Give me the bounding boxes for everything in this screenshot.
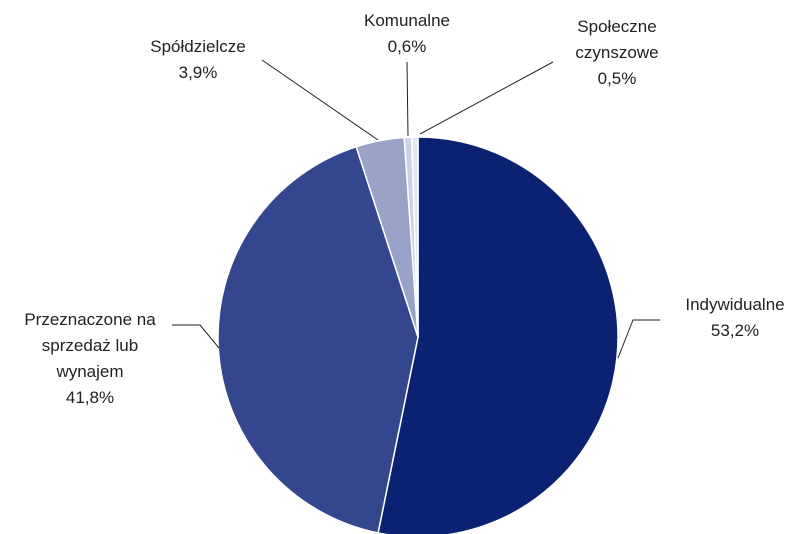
- slice-label: Komunalne 0,6%: [347, 8, 467, 60]
- category-label: Indywidualne: [685, 295, 785, 314]
- slice-label: Spółdzielcze 3,9%: [128, 34, 268, 86]
- category-label: Przeznaczone na sprzedaż lub wynajem: [24, 310, 156, 381]
- value-label: 0,5%: [597, 69, 637, 88]
- value-label: 3,9%: [178, 63, 218, 82]
- pie-slice: [410, 136, 419, 338]
- leader-line: [172, 324, 220, 349]
- category-label: Społeczne czynszowe: [575, 17, 659, 62]
- value-label: 53,2%: [710, 321, 760, 340]
- leader-line: [261, 59, 379, 141]
- value-label: 41,8%: [65, 388, 115, 407]
- value-label: 0,6%: [387, 37, 427, 56]
- category-label: Spółdzielcze: [150, 37, 246, 56]
- pie-slice: [377, 136, 619, 534]
- slice-label: Indywidualne 53,2%: [665, 292, 805, 344]
- slice-label: Społeczne czynszowe 0,5%: [567, 14, 667, 92]
- pie-slice: [217, 145, 419, 534]
- leader-line: [617, 319, 660, 359]
- slice-label: Przeznaczone na sprzedaż lub wynajem 41,8…: [13, 307, 168, 411]
- leader-line: [419, 61, 554, 135]
- category-label: Komunalne: [363, 11, 450, 30]
- leader-line: [406, 61, 409, 137]
